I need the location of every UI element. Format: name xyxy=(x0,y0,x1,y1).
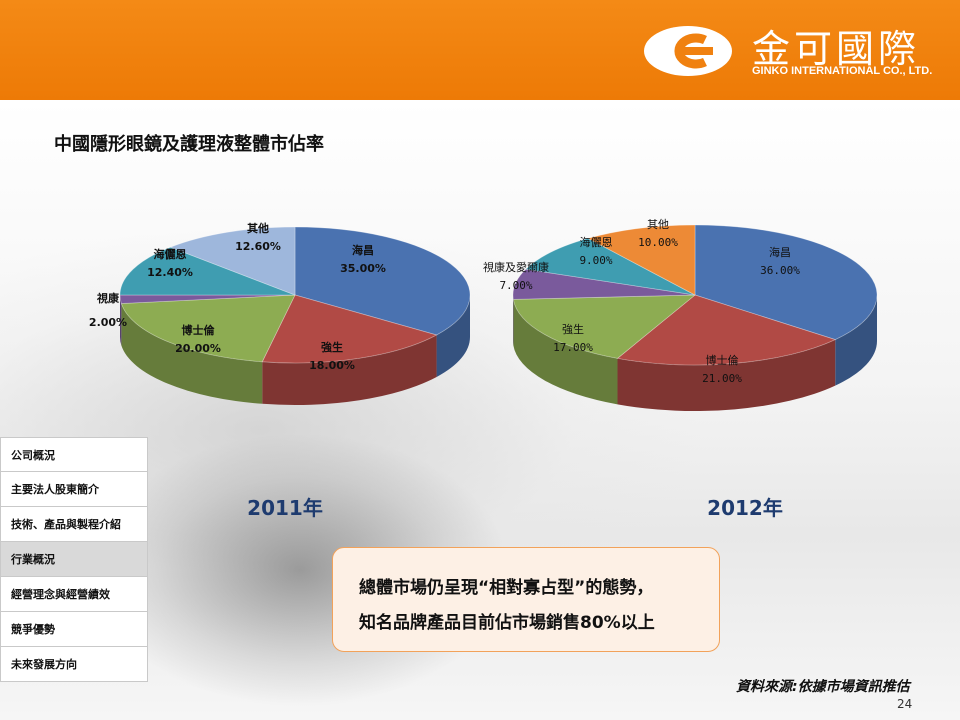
pie-2012-label-5: 其他 10.00% xyxy=(638,218,678,249)
pie-0-side-3 xyxy=(120,295,122,346)
pie-0-slice-2 xyxy=(120,294,296,363)
pie-2012-label-3: 視康及愛爾康 7.00% xyxy=(483,261,549,292)
sidebar-item-shareholders[interactable]: 主要法人股東簡介 xyxy=(0,472,148,507)
pie-1-side-2 xyxy=(513,299,618,405)
year-label-2012: 2012年 xyxy=(707,496,783,520)
page-number: 24 xyxy=(897,697,913,711)
callout-line-2: 知名品牌產品目前佔市場銷售80%以上 xyxy=(359,613,655,633)
company-name-cn: 金可國際 xyxy=(752,27,921,71)
sidebar-item-company-overview[interactable]: 公司概況 xyxy=(0,437,148,472)
pie-0-slice-4 xyxy=(119,246,296,296)
pie-1-slice-2 xyxy=(512,294,697,359)
sidebar-item-industry[interactable]: 行業概況 xyxy=(0,542,148,577)
pie-0-slice-5 xyxy=(169,226,296,296)
data-source-note: 資料來源:依據市場資訊推估 xyxy=(736,679,910,695)
pie-2012-label-1: 博士倫 21.00% xyxy=(702,354,742,385)
pie-1-side-1 xyxy=(617,339,836,411)
company-name-en: GINKO INTERNATIONAL CO., LTD. xyxy=(752,65,933,77)
sidebar-item-future[interactable]: 未來發展方向 xyxy=(0,647,148,682)
pie-0-slice-3 xyxy=(119,294,296,304)
sidebar-item-performance[interactable]: 經營理念與經營績效 xyxy=(0,577,148,612)
header-bar: 金可國際 GINKO INTERNATIONAL CO., LTD. xyxy=(0,0,960,100)
pie-0-slice-0 xyxy=(294,226,471,336)
pie-0-slice-1 xyxy=(261,294,438,364)
page-title: 中國隱形眼鏡及護理液整體市佔率 xyxy=(54,134,324,155)
pie-1-slice-4 xyxy=(524,237,696,296)
sidebar-nav: 公司概況 主要法人股東簡介 技術、產品與製程介紹 行業概況 經營理念與經營績效 … xyxy=(0,437,148,682)
pie-2011-label-4: 海儷恩 12.40% xyxy=(147,248,193,279)
pie-0-side-1 xyxy=(262,334,437,405)
summary-callout: 總體市場仍呈現“相對寡占型”的態勢， 知名品牌產品目前佔市場銷售80%以上 xyxy=(332,547,720,652)
pie-0-side-2 xyxy=(121,303,263,404)
pie-2012-label-2: 強生 17.00% xyxy=(553,323,593,354)
pie-2012-label-4: 海儷恩 9.00% xyxy=(579,236,613,267)
pie-1-slice-1 xyxy=(616,294,837,366)
pie-2011-label-5: 其他 12.60% xyxy=(235,222,281,253)
pie-2011-label-1: 強生 18.00% xyxy=(309,341,355,372)
pie-0-side-0 xyxy=(436,295,470,377)
callout-line-1: 總體市場仍呈現“相對寡占型”的態勢， xyxy=(359,578,654,598)
pie-2011-label-2: 博士倫 20.00% xyxy=(175,324,221,355)
pie-2012-label-0: 海昌 36.00% xyxy=(760,246,800,277)
pie-2011-label-3: 視康 2.00% xyxy=(88,292,128,329)
pie-1-slice-5 xyxy=(586,224,696,296)
pie-1-side-0 xyxy=(835,295,877,386)
sidebar-item-advantages[interactable]: 競爭優勢 xyxy=(0,612,148,647)
pie-2011-label-0: 海昌 35.00% xyxy=(340,244,386,275)
pie-1-slice-0 xyxy=(694,224,878,341)
pie-1-slice-3 xyxy=(512,268,696,300)
sidebar-item-technology[interactable]: 技術、產品與製程介紹 xyxy=(0,507,148,542)
year-label-2011: 2011年 xyxy=(247,496,323,520)
ginko-logo-icon xyxy=(644,26,732,76)
